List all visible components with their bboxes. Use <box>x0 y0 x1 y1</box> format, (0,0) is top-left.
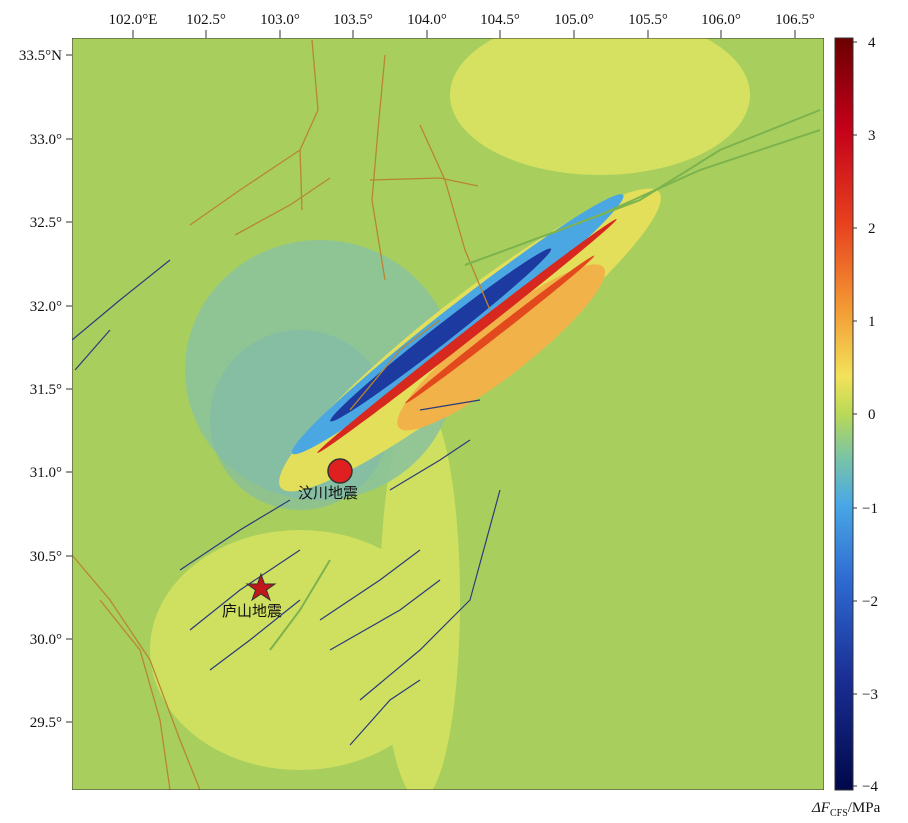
unit-suffix: /MPa <box>847 800 881 816</box>
lat-tick-label: 33.5°N <box>19 48 62 64</box>
fault-lines-blue <box>72 259 501 746</box>
lon-tick-label: 106.5° <box>775 12 815 28</box>
lon-tick-label: 103.5° <box>333 12 373 28</box>
fault-lines-red <box>72 39 491 790</box>
lat-tick-label: 30.0° <box>30 632 62 648</box>
colorbar-tick-label: 2 <box>868 221 876 237</box>
wenchuan-epicenter: 汶川地震 <box>298 458 358 502</box>
lushan-epicenter: 庐山地震 <box>222 572 282 620</box>
colorbar-tick-label: −1 <box>862 501 878 517</box>
unit-prefix: ΔF <box>812 800 830 816</box>
latitude-axis: 33.5°N 33.0° 32.5° 32.0° 31.5° 31.0° 30.… <box>19 48 72 731</box>
longitude-axis: 102.0°E 102.5° 103.0° 103.5° 104.0° 104.… <box>109 12 815 38</box>
lat-tick-label: 32.0° <box>30 299 62 315</box>
epicenter-circle-icon <box>327 458 353 484</box>
lat-tick-label: 32.5° <box>30 215 62 231</box>
lon-tick-label: 102.0°E <box>109 12 158 28</box>
colorbar-unit-label: ΔFCFS/MPa <box>812 800 880 819</box>
lon-tick-label: 103.0° <box>260 12 300 28</box>
colorbar-tick-label: 3 <box>868 128 876 144</box>
lat-tick-label: 31.0° <box>30 465 62 481</box>
colorbar-tick-label: −2 <box>862 594 878 610</box>
lon-tick-label: 105.0° <box>554 12 594 28</box>
wenchuan-label: 汶川地震 <box>298 484 358 502</box>
unit-subscript: CFS <box>829 808 848 819</box>
colorbar-tick-label: 4 <box>868 35 876 51</box>
fault-lines-green <box>269 109 821 651</box>
lon-tick-label: 105.5° <box>628 12 668 28</box>
lon-tick-label: 106.0° <box>701 12 741 28</box>
colorbar-tick-label: −4 <box>862 779 878 795</box>
lat-tick-label: 29.5° <box>30 715 62 731</box>
colorbar: 4 3 2 1 0 −1 −2 −3 −4 <box>834 35 878 795</box>
lon-tick-label: 104.0° <box>407 12 447 28</box>
lushan-label: 庐山地震 <box>222 602 282 620</box>
colorbar-tick-label: −3 <box>862 687 878 703</box>
epicenter-star-icon <box>245 572 277 602</box>
colorbar-tick-label: 0 <box>868 407 876 423</box>
lat-tick-label: 31.5° <box>30 382 62 398</box>
colorbar-tick-label: 1 <box>868 314 876 330</box>
stress-field <box>72 38 824 790</box>
lat-tick-label: 30.5° <box>30 549 62 565</box>
lat-tick-label: 33.0° <box>30 132 62 148</box>
lon-tick-label: 104.5° <box>480 12 520 28</box>
lon-tick-label: 102.5° <box>186 12 226 28</box>
